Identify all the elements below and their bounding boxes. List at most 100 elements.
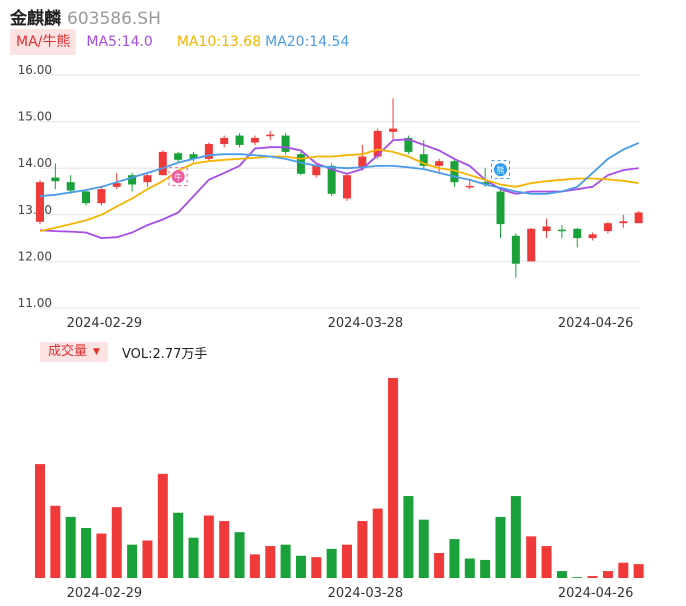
volume-bar <box>127 544 138 578</box>
volume-bar <box>572 577 583 578</box>
volume-toggle-button[interactable]: 成交量 ▼ <box>40 342 108 362</box>
price-x-axis: 2024-02-29 2024-03-28 2024-04-26 <box>67 316 634 331</box>
candle-body <box>66 182 75 191</box>
candle-body <box>343 175 351 199</box>
candle-body <box>204 143 213 159</box>
volume-bar <box>219 521 230 578</box>
ma20-label: MA20:14.54 <box>265 34 350 50</box>
candle-body <box>373 130 382 157</box>
marker-dot <box>171 170 185 184</box>
volume-bar <box>602 571 613 578</box>
volume-bar <box>403 496 414 578</box>
stock-header: 金麒麟 603586.SH <box>10 4 161 29</box>
moving-average-lines <box>39 138 639 240</box>
ma10-label: MA10:13.68 <box>176 34 262 50</box>
volume-bar <box>618 562 629 578</box>
ma5-label: MA5:14.0 <box>86 34 153 50</box>
volume-bar <box>541 546 552 578</box>
volume-bar <box>495 516 506 578</box>
candle-body <box>573 228 582 239</box>
candle-body <box>358 156 367 169</box>
candle-body <box>327 165 336 194</box>
volume-bar <box>633 564 644 578</box>
volume-bar <box>203 515 214 578</box>
volume-bar <box>35 464 45 578</box>
volume-bar <box>464 558 475 578</box>
stock-code: 603586.SH <box>67 9 161 29</box>
candle-body <box>496 191 505 225</box>
volume-bar <box>81 528 92 578</box>
volume-bar <box>480 559 491 578</box>
x-tick-label: 2024-04-26 <box>558 316 634 331</box>
volume-bar <box>249 554 260 578</box>
candle-body <box>51 177 60 182</box>
volume-bar <box>188 537 199 578</box>
candle-body <box>389 128 398 132</box>
candle-body <box>619 221 628 224</box>
marker-dot <box>494 163 507 177</box>
ma-legend: MA/牛熊 MA5:14.0 MA10:13.68 MA20:14.54 <box>10 29 349 55</box>
ma-toggle-button[interactable]: MA/牛熊 <box>10 29 77 55</box>
volume-toggle-label: 成交量 <box>48 344 88 359</box>
x-tick-label: 2024-04-26 <box>558 586 634 601</box>
marker-label: 牛 <box>174 172 182 182</box>
candle-body <box>82 191 91 204</box>
volume-bar <box>556 571 567 578</box>
volume-value: VOL:2.77万手 <box>121 346 208 362</box>
price-y-axis: 16.00 15.00 14.00 13.00 12.00 11.00 <box>18 63 52 310</box>
volume-bar <box>326 548 337 578</box>
marker-frame <box>491 160 510 180</box>
y-tick-label: 16.00 <box>18 63 52 77</box>
volume-bar <box>526 536 537 578</box>
candle-body <box>235 135 244 145</box>
candle-body <box>250 137 259 143</box>
volume-legend: 成交量 ▼ VOL:2.77万手 <box>40 342 207 362</box>
volume-bar <box>157 473 168 578</box>
candle-body <box>557 229 566 232</box>
volume-bar <box>449 539 460 578</box>
candle-body <box>634 212 643 224</box>
candle-body <box>266 134 275 137</box>
candle-body <box>465 185 474 188</box>
volume-bar <box>142 540 153 578</box>
volume-bar <box>65 516 76 578</box>
ma-line-ma5 <box>39 138 639 240</box>
volume-bar <box>234 532 245 578</box>
price-grid <box>40 74 640 309</box>
candle-body <box>450 161 459 183</box>
candle-body <box>220 137 229 144</box>
volume-bar <box>50 505 61 578</box>
candle-body <box>128 175 137 185</box>
candle-body <box>97 189 106 204</box>
ma-line-ma20 <box>39 142 639 198</box>
candle-body <box>404 137 413 152</box>
candle-body <box>36 182 44 222</box>
volume-bar <box>111 507 122 578</box>
volume-bar <box>265 546 276 578</box>
x-tick-label: 2024-02-29 <box>67 316 143 331</box>
candle-body <box>189 154 198 159</box>
candle-body <box>588 234 597 239</box>
signal-markers: 牛熊 <box>168 160 510 187</box>
candle-body <box>158 151 167 176</box>
volume-bar <box>173 512 184 578</box>
candle-body <box>174 153 183 160</box>
y-tick-label: 11.00 <box>18 296 52 310</box>
bear-signal-icon: 熊 <box>491 160 510 180</box>
candle-body <box>511 235 520 264</box>
candle-body <box>143 175 152 183</box>
volume-bar <box>372 508 383 578</box>
y-tick-label: 13.00 <box>18 203 52 217</box>
y-tick-label: 14.00 <box>18 156 52 170</box>
marker-label: 熊 <box>497 165 505 175</box>
x-tick-label: 2024-03-28 <box>328 586 404 601</box>
ma-line-ma10 <box>39 148 639 232</box>
volume-bar <box>311 557 322 578</box>
volume-bar <box>342 544 352 578</box>
candle-body <box>312 165 321 176</box>
volume-bar <box>96 533 107 578</box>
volume-bar <box>388 378 399 578</box>
volume-bar <box>418 519 429 578</box>
bull-signal-icon: 牛 <box>168 167 188 187</box>
